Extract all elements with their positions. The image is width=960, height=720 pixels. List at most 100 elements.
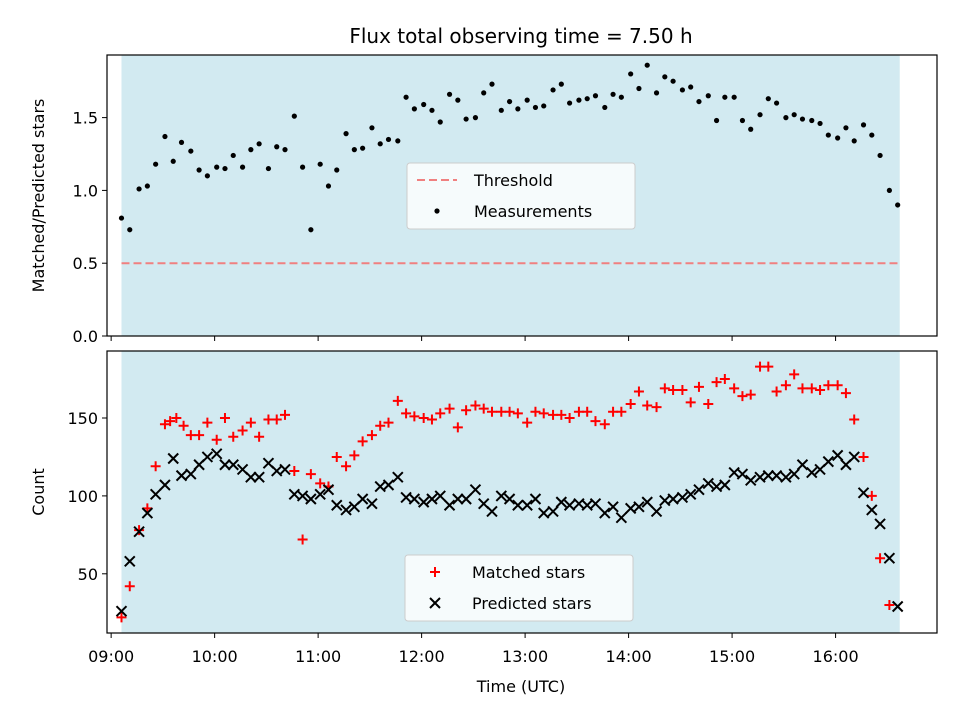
data-point (823, 380, 834, 391)
axes-frame (106, 54, 938, 337)
data-point (599, 419, 610, 430)
data-point (452, 422, 463, 433)
data-point (633, 386, 644, 397)
data-point (411, 106, 417, 112)
data-point (159, 479, 171, 491)
data-point (693, 483, 705, 496)
data-point (343, 131, 349, 137)
data-point (401, 408, 412, 419)
panel-ratio: 0.0 0.5 1.0 1.5 Matched/Predicted stars Thres… (29, 54, 938, 346)
data-point (796, 459, 809, 471)
y-axis-label: Matched/Predicted stars (29, 99, 48, 293)
data-point (444, 403, 455, 414)
data-point (650, 505, 663, 518)
data-point (711, 377, 722, 388)
data-point (522, 417, 533, 428)
y-axis-label: Count (29, 468, 48, 516)
data-point (667, 493, 679, 505)
data-point (159, 419, 170, 430)
data-point (780, 380, 791, 391)
x-axis-label: Time (UTC) (476, 677, 565, 696)
data-point (770, 469, 783, 482)
legend-box (406, 162, 636, 230)
data-point (503, 493, 516, 505)
data-point (204, 173, 210, 179)
data-point (486, 505, 498, 518)
data-point (771, 386, 782, 397)
data-point (729, 383, 740, 394)
data-point (253, 471, 265, 483)
x-tick-label: 15:00 (709, 647, 755, 666)
data-point (685, 397, 696, 408)
data-point (426, 493, 438, 505)
data-point (628, 71, 634, 77)
data-point (366, 497, 378, 510)
data-point (282, 147, 288, 153)
data-point (299, 164, 306, 170)
data-point (211, 434, 222, 445)
data-point (773, 100, 780, 106)
data-point (884, 599, 895, 610)
data-point (461, 405, 472, 416)
data-point (857, 487, 870, 499)
data-point (124, 581, 135, 592)
data-point (279, 463, 291, 476)
data-point (175, 469, 188, 482)
data-point (136, 186, 142, 192)
data-point (351, 147, 357, 153)
data-point (417, 496, 430, 508)
data-point (696, 98, 702, 105)
legend-handle (429, 597, 441, 609)
data-point (676, 491, 689, 504)
data-point (230, 152, 236, 159)
data-point (512, 408, 523, 419)
data-point (677, 384, 688, 395)
data-point (582, 406, 593, 417)
x-tick-label: 13:00 (502, 647, 548, 666)
data-point (584, 96, 590, 102)
x-tick-label: 09:00 (88, 647, 134, 666)
data-point (780, 471, 792, 483)
data-point (315, 478, 326, 489)
data-point (831, 449, 844, 462)
data-point (550, 87, 556, 93)
data-point (745, 474, 757, 487)
data-point (245, 417, 256, 428)
data-point (265, 165, 272, 172)
data-point (506, 98, 513, 105)
data-point (757, 112, 763, 118)
legend-handle (434, 208, 440, 214)
data-point (421, 101, 427, 108)
data-point (521, 499, 533, 511)
data-point (297, 534, 308, 545)
data-point (815, 384, 826, 395)
data-point (883, 552, 896, 564)
data-point (383, 417, 394, 428)
legend-label: Measurements (474, 202, 592, 221)
data-point (134, 525, 145, 536)
data-point (289, 465, 300, 476)
data-point (555, 496, 568, 508)
legend: Threshold Measurements (406, 162, 636, 230)
y-tick-label: 150 (67, 409, 98, 428)
data-point (615, 511, 628, 524)
data-point (702, 477, 714, 490)
data-point (610, 91, 616, 97)
data-point (662, 74, 668, 80)
data-point (460, 493, 472, 505)
data-point (418, 412, 429, 423)
data-point (254, 431, 265, 442)
data-point (541, 103, 547, 109)
data-point (256, 141, 262, 147)
data-point (305, 469, 316, 480)
data-point (851, 138, 857, 144)
data-point (222, 165, 228, 172)
data-point (590, 416, 601, 427)
data-point (849, 414, 860, 425)
data-point (382, 479, 395, 491)
data-point (693, 381, 704, 392)
x-tick-label: 11:00 (295, 647, 341, 666)
data-point (170, 158, 176, 164)
data-point (858, 451, 869, 462)
data-point (797, 383, 808, 394)
